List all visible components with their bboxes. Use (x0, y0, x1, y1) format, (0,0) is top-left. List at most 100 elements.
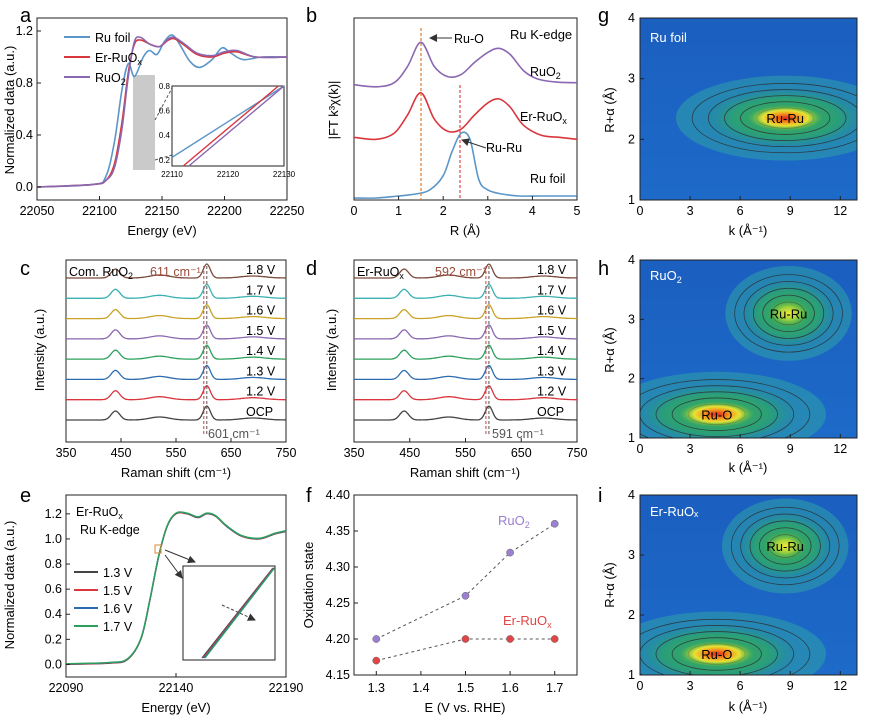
inset-ytick-label: 0.2 (159, 156, 171, 165)
panel-i-frame (639, 494, 858, 676)
hotspot-0 (678, 401, 755, 428)
raman-trace-2 (354, 304, 577, 320)
panel-i-map: Ru-O Ru-Ru (640, 495, 857, 675)
data-point-0-3 (550, 519, 559, 528)
panel-letter-h: h (598, 258, 609, 280)
panel-b-xtick-label: 1 (395, 204, 402, 218)
hotspot-0 (747, 105, 824, 132)
panel-a-series (36, 34, 288, 188)
contour-line (640, 618, 811, 675)
panel-f-ytick-label: 4.20 (326, 632, 350, 646)
heatmap-xtick-label: 6 (737, 204, 744, 218)
raman-trace-6 (65, 385, 286, 401)
contour-line (740, 101, 831, 135)
label-ru-foil-trace: Ru foil (530, 172, 565, 186)
ru-o-annotation: Ru-O (454, 32, 484, 46)
inset-xtick-label: 22130 (273, 170, 296, 179)
panel-f: 1.3 1.4 1.5 1.6 1.74.154.204.254.304.354.40 … (301, 488, 578, 715)
panel-c-xtick-label: 450 (111, 446, 132, 460)
panel-d-peak-top: 592 cm⁻¹ (435, 265, 487, 279)
panel-f-ytick-label: 4.30 (326, 560, 350, 574)
panel-f-xtick-label: 1.4 (412, 681, 429, 695)
panel-f-xtick-label: 1.5 (457, 681, 474, 695)
contour-line (640, 625, 795, 675)
panel-b-title: Ru K-edge (510, 27, 572, 42)
raman-trace-6 (353, 385, 577, 401)
heatmap-ytick-label: 1 (628, 431, 635, 445)
trace-label: 1.5 V (537, 324, 567, 338)
panel-e-xlabel: Energy (eV) (141, 700, 210, 715)
panel-e-ytick-label: 0.8 (45, 557, 62, 571)
panel-b-xtick-label: 4 (529, 204, 536, 218)
contour-line (640, 385, 795, 438)
panel-e-ytick-label: 0.6 (45, 582, 62, 596)
panel-c-xtick-label: 350 (56, 446, 77, 460)
peak-label-0: Ru-O (701, 407, 732, 422)
trace-label: 1.8 V (246, 263, 276, 277)
panel-e-ytick-label: 0.2 (45, 632, 62, 646)
panel-a-highlight (133, 75, 155, 170)
inset-ytick-label: 0.4 (159, 131, 171, 140)
contour-line (758, 527, 812, 565)
panel-b-xlabel: R (Å) (450, 223, 480, 238)
panel-e-legend: 1.3 V 1.5 V 1.6 V 1.7 V (74, 566, 133, 634)
contour-line (671, 637, 762, 671)
panel-f-frame (353, 494, 578, 676)
panel-letter-c: c (20, 258, 30, 280)
panel-a-ticks: 22050 22100 22150 22200 22250 0.0 0.4 0.8 1.2 (16, 24, 305, 218)
panel-e-title2: Ru K-edge (80, 523, 140, 537)
panel-e-inset-arrow (221, 604, 256, 621)
peak-label-1: Ru-Ru (770, 306, 808, 321)
inset-ytick-label: 0.8 (159, 82, 171, 91)
contour-line (743, 281, 834, 346)
heatmap-ytick-label: 1 (628, 668, 635, 682)
panel-d-title: Er-RuOx (357, 265, 404, 281)
panel-c-xlabel: Raman shift (cm⁻¹) (121, 465, 231, 480)
heatmap-xtick-label: 9 (787, 442, 794, 456)
panel-h-map: Ru-O Ru-Ru (640, 260, 857, 438)
inset-xtick-label: 22120 (217, 170, 240, 179)
data-point-0-0 (372, 635, 381, 643)
panel-b-xtick-label: 5 (574, 204, 581, 218)
panel-e-inset-frame (182, 565, 276, 661)
panel-a-inset: 22110 22120 22130 0.2 0.4 0.6 0.8 (159, 82, 296, 179)
inset-line-0 (171, 85, 285, 158)
heatmap-ytick-label: 3 (628, 548, 635, 562)
raman-trace-1 (66, 283, 286, 299)
panel-letter-e: e (20, 485, 31, 507)
series-connector-1 (376, 638, 555, 662)
panel-e-zoom-box (154, 544, 162, 554)
contour-line (762, 294, 815, 333)
panel-d-xtick-label: 550 (455, 446, 476, 460)
series-line-3 (65, 511, 287, 665)
series-line-0 (353, 41, 578, 88)
panel-e-ylabel: Normalized data (a.u.) (2, 521, 17, 650)
panel-e-series (65, 511, 287, 666)
panel-a-xtick-label: 22250 (270, 204, 305, 218)
panel-c-peak-top: 611 cm⁻¹ (150, 265, 201, 279)
panel-b-xtick-label: 2 (440, 204, 447, 218)
panel-h-label: RuO2 (650, 268, 682, 285)
raman-trace-3 (65, 324, 286, 340)
panel-b-frame (353, 17, 578, 201)
panel-g-label: Ru foil (650, 30, 687, 45)
panel-c-xtick-label: 550 (166, 446, 187, 460)
label-er-ruox-trace: Er-RuOx (520, 110, 567, 126)
contour-line (655, 631, 778, 675)
panel-f-ytick-label: 4.35 (326, 524, 350, 538)
panel-f-ylabel: Oxidation state (301, 542, 316, 629)
heatmap-ytick-label: 4 (628, 488, 635, 502)
panel-f-xtick-label: 1.6 (501, 681, 518, 695)
contour-line (749, 520, 821, 572)
panel-d-xtick-label: 750 (567, 446, 588, 460)
raman-trace-7 (65, 405, 287, 421)
panel-h-frame (639, 259, 858, 439)
panel-f-xtick-label: 1.3 (368, 681, 385, 695)
heatmap-xtick-label: 0 (637, 204, 644, 218)
label-ruo2-trace: RuO2 (530, 65, 561, 81)
heatmap-xtick-label: 3 (687, 679, 694, 693)
data-point-1-3 (550, 635, 559, 643)
hotspot-1 (763, 531, 808, 561)
